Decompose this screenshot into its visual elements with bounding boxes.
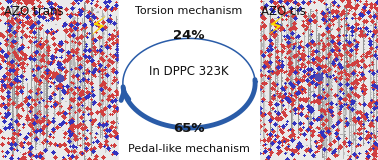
Text: AZO trans: AZO trans — [4, 5, 64, 18]
Text: Torsion mechanism: Torsion mechanism — [135, 6, 243, 16]
Text: Pedal-like mechanism: Pedal-like mechanism — [128, 144, 250, 154]
Text: In DPPC 323K: In DPPC 323K — [149, 65, 229, 78]
Text: 24%: 24% — [173, 29, 205, 42]
Text: 65%: 65% — [173, 122, 205, 135]
Text: AZO cis: AZO cis — [261, 5, 306, 18]
Bar — [119, 0, 259, 160]
Text: ⚡: ⚡ — [90, 17, 107, 41]
Text: ⚡: ⚡ — [267, 17, 285, 41]
